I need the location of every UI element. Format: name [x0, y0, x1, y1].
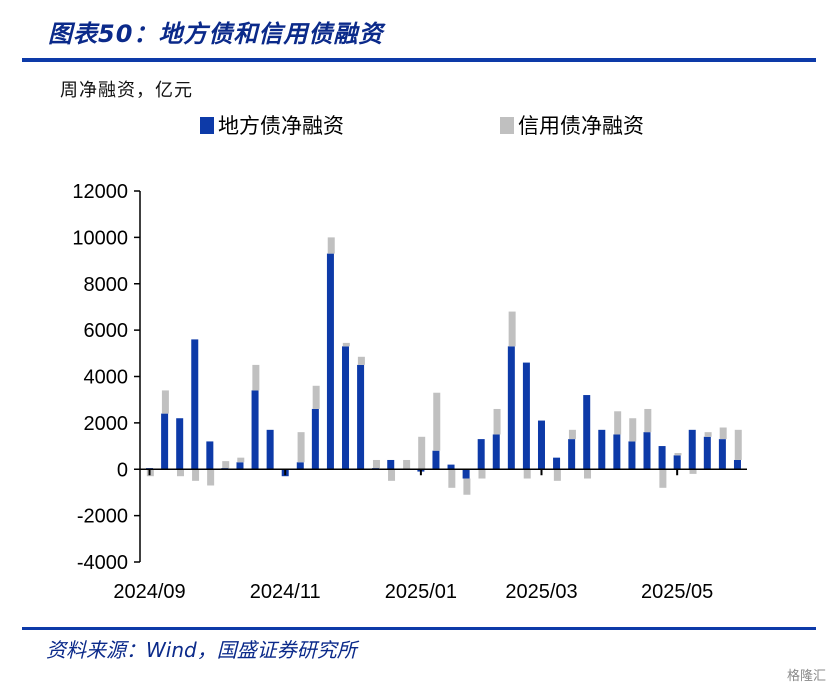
bar-local-bond [387, 459, 395, 470]
bar-credit-bond [568, 429, 576, 440]
bar-credit-bond [644, 408, 652, 433]
bar-credit-bond [372, 459, 380, 469]
legend-swatch-credit [500, 117, 514, 134]
y-tick-label: 10000 [72, 227, 128, 249]
y-tick-label: 0 [117, 459, 128, 481]
bar-local-bond [553, 457, 561, 470]
bar-credit-bond [297, 432, 305, 463]
bar-local-bond [176, 418, 184, 470]
bar-local-bond [718, 439, 726, 470]
bar-credit-bond [388, 469, 396, 481]
x-tick-label: 2025/01 [385, 581, 457, 603]
x-tick-label: 2024/11 [250, 581, 321, 603]
bar-credit-bond [584, 469, 592, 479]
bar-local-bond [462, 469, 470, 479]
bar-local-bond [266, 429, 274, 470]
bar-local-bond [598, 429, 606, 470]
y-tick-label: 2000 [84, 413, 129, 435]
legend-label-local: 地方债净融资 [218, 114, 344, 138]
bar-credit-bond [523, 469, 531, 479]
bar-local-bond [191, 339, 199, 470]
source-rule [22, 627, 816, 630]
bar-credit-bond [161, 390, 169, 414]
source-note: 资料来源：Wind，国盛证券研究所 [46, 638, 357, 662]
bar-local-bond [447, 464, 455, 470]
bar-credit-bond [674, 453, 682, 456]
bar-local-bond [206, 441, 214, 470]
bar-local-bond [326, 253, 334, 470]
bar-local-bond [673, 455, 681, 470]
bar-local-bond [477, 439, 485, 470]
bar-credit-bond [207, 469, 215, 486]
bar-credit-bond [433, 392, 441, 451]
bar-credit-bond [493, 408, 501, 435]
bar-credit-bond [629, 418, 637, 442]
legend-label-credit: 信用债净融资 [518, 114, 644, 138]
y-tick-label: 12000 [72, 181, 128, 203]
bar-credit-bond [704, 432, 712, 437]
bar-local-bond [613, 434, 621, 470]
bar-local-bond [236, 462, 244, 470]
watermark: 格隆汇 [786, 669, 826, 684]
bar-credit-bond [478, 469, 486, 479]
bar-credit-bond [312, 385, 320, 409]
y-tick-label: 6000 [84, 320, 129, 342]
bar-local-bond [357, 364, 365, 470]
bar-credit-bond [418, 436, 426, 470]
bar-credit-bond [237, 457, 245, 463]
bar-local-bond [161, 413, 169, 470]
bar-local-bond [568, 439, 576, 470]
bar-local-bond [733, 459, 741, 470]
bar-credit-bond [734, 429, 742, 460]
y-tick-label: 4000 [84, 367, 129, 389]
bar-credit-bond [176, 469, 184, 477]
legend-swatch-local [200, 117, 214, 134]
bar-local-bond [342, 346, 350, 470]
bar-credit-bond [448, 469, 456, 488]
bar-local-bond [311, 408, 319, 470]
title-rule [22, 58, 816, 62]
bar-local-bond [432, 450, 440, 470]
bar-local-bond [658, 446, 666, 470]
y-tick-label: -2000 [77, 506, 128, 528]
x-tick-label: 2024/09 [113, 581, 185, 603]
bar-chart: -4000 -2000 0 2000 4000 6000 8000 10000 12000 202… [72, 114, 747, 603]
bar-local-bond [251, 390, 259, 470]
y-tick-label: -4000 [77, 552, 128, 574]
bar-local-bond [507, 346, 515, 470]
bar-local-bond [643, 432, 651, 470]
bar-credit-bond [508, 311, 516, 347]
bar-local-bond [703, 436, 711, 470]
bar-credit-bond [689, 469, 697, 474]
bar-local-bond [492, 434, 500, 470]
bar-local-bond [522, 362, 530, 470]
bar-local-bond [688, 429, 696, 470]
y-tick-label: 8000 [84, 274, 129, 296]
bar-credit-bond [659, 469, 667, 488]
bar-credit-bond [327, 237, 335, 254]
bar-credit-bond [222, 461, 230, 469]
bar-credit-bond [357, 356, 365, 365]
y-axis-unit-label: 周净融资，亿元 [60, 80, 193, 101]
bar-credit-bond [252, 364, 260, 391]
bar-credit-bond [463, 478, 471, 495]
bar-credit-bond [553, 469, 561, 481]
chart-title: 图表50：地方债和信用债融资 [48, 20, 384, 48]
bar-credit-bond [614, 411, 622, 435]
bar-credit-bond [192, 469, 200, 481]
bar-local-bond [296, 462, 304, 470]
bar-credit-bond [403, 459, 411, 470]
x-tick-label: 2025/03 [505, 581, 577, 603]
bar-local-bond [628, 441, 636, 470]
bar-local-bond [537, 420, 545, 470]
bar-local-bond [583, 395, 591, 470]
x-tick-label: 2025/05 [641, 581, 713, 603]
bar-credit-bond [719, 427, 727, 440]
bar-credit-bond [342, 342, 350, 347]
